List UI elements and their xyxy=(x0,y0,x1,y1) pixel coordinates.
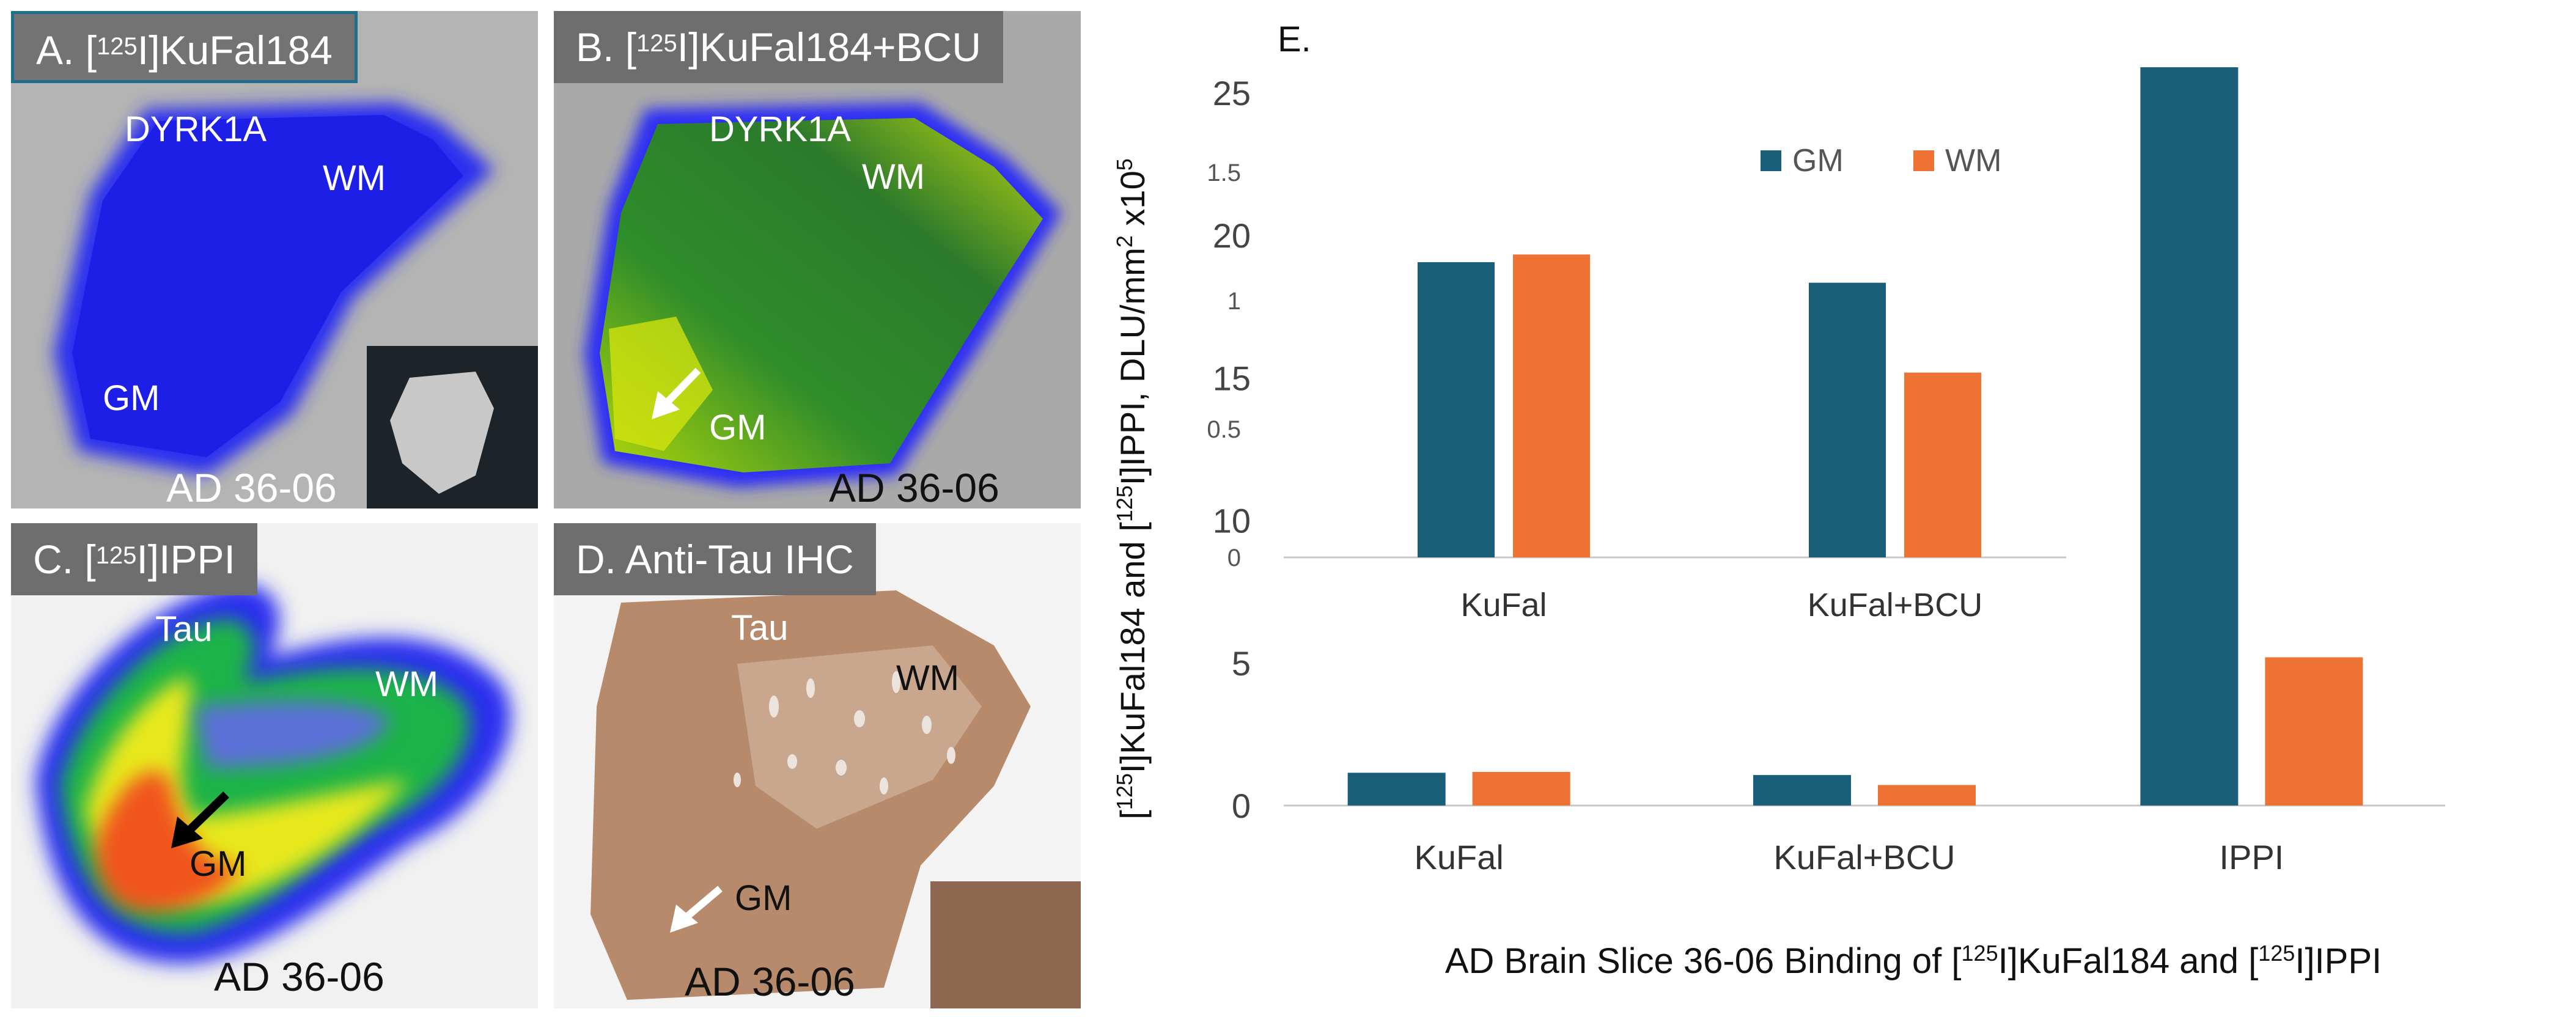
bar-wm-kufal xyxy=(1472,771,1570,806)
bar-gm-kufal-bcu xyxy=(1753,775,1851,806)
inset-x-tick-label: KuFal+BCU xyxy=(1808,587,1983,623)
y-tick-label: 10 xyxy=(1213,502,1251,540)
y-tick-label: 20 xyxy=(1213,216,1251,255)
panel-b-wm-label: WM xyxy=(862,157,926,197)
legend-swatch-wm xyxy=(1913,150,1934,171)
panel-c-sample-label: AD 36-06 xyxy=(214,954,385,999)
panel-c-gm-hotspot xyxy=(96,771,243,912)
inset-y-tick-label: 0.5 xyxy=(1207,416,1241,443)
panel-b-tissue-signal xyxy=(600,118,1043,472)
panel-a-tissue-core xyxy=(72,115,463,457)
panel-b-label: B. [125I]KuFal184+BCU xyxy=(554,11,1003,83)
inset-bar-wm-kufal-bcu xyxy=(1904,372,1981,557)
panel-a-inset-tissue xyxy=(390,372,494,494)
bar-wm-kufal-bcu xyxy=(1878,785,1976,806)
panel-b-autoradiograph: B. [125I]KuFal184+BCU DYRK1A WM GM AD 36… xyxy=(554,11,1081,508)
panel-d-wm-region xyxy=(737,645,982,829)
panel-c-image xyxy=(35,584,512,964)
y-tick-label: 25 xyxy=(1213,74,1251,112)
x-tick-label: KuFal xyxy=(1415,838,1504,876)
y-tick-label: 5 xyxy=(1232,644,1251,683)
panel-b-dyrk-label: DYRK1A xyxy=(709,109,852,149)
panel-c-autoradiograph: C. [125I]IPPI Tau WM GM AD 36-06 xyxy=(11,523,538,1008)
panel-a-label: A. [125I]KuFal184 xyxy=(11,11,358,83)
x-tick-label: IPPI xyxy=(2219,838,2284,876)
inset-bar-wm-kufal xyxy=(1513,254,1590,557)
panel-b-arrow-head xyxy=(652,391,680,419)
legend-label-gm: GM xyxy=(1792,143,1844,178)
panel-a-autoradiograph: A. [125I]KuFal184 DYRK1A WM GM AD 36-06 xyxy=(11,11,538,508)
panel-b-gm-hotspot xyxy=(609,317,713,451)
inset-x-tick-label: KuFal xyxy=(1460,587,1547,623)
panel-c-gm-label: GM xyxy=(190,844,247,884)
y-axis-title: [125I]KuFal184 and [125I]IPPI, DLU/mm2 x… xyxy=(1112,158,1152,820)
panel-c-arrow-shaft xyxy=(182,791,229,839)
inset-y-tick-label: 0 xyxy=(1227,545,1241,571)
bar-gm-ippi xyxy=(2140,67,2239,806)
inset-y-tick-label: 1 xyxy=(1227,288,1241,315)
inset-bar-gm-kufal-bcu xyxy=(1809,282,1886,557)
panel-c-tau-label: Tau xyxy=(155,609,213,649)
panel-a-gm-label: GM xyxy=(103,378,160,418)
bar-wm-ippi xyxy=(2265,657,2363,806)
panel-d-ihc: D. Anti-Tau IHC Tau WM GM AD 36-06 xyxy=(554,523,1081,1008)
panel-a-sample-label: AD 36-06 xyxy=(166,465,337,508)
bar-gm-kufal xyxy=(1347,773,1446,806)
x-axis-title: AD Brain Slice 36-06 Binding of [125I]Ku… xyxy=(1445,941,2382,982)
panel-a-image xyxy=(54,103,538,508)
y-tick-label: 0 xyxy=(1232,787,1251,825)
panel-b-image xyxy=(584,103,1061,488)
panel-c-wm-label: WM xyxy=(375,664,439,704)
panel-c-arrow-head xyxy=(171,817,203,848)
panel-d-gm-label: GM xyxy=(735,878,792,918)
panel-d-label: D. Anti-Tau IHC xyxy=(554,523,876,595)
inset-y-tick-label: 1.5 xyxy=(1207,160,1241,186)
inset-bar-gm-kufal xyxy=(1418,262,1495,557)
panel-d-wm-specks xyxy=(734,671,955,795)
panel-d-inset-photo xyxy=(930,881,1081,1008)
panel-b-sample-label: AD 36-06 xyxy=(829,465,999,508)
legend-swatch-gm xyxy=(1761,150,1781,171)
panel-d-wm-label: WM xyxy=(896,658,960,698)
panel-e-label: E. xyxy=(1278,20,1311,59)
y-tick-label: 15 xyxy=(1213,359,1251,397)
panel-d-image xyxy=(591,590,1081,1008)
panel-a-dyrk-label: DYRK1A xyxy=(125,109,267,149)
x-tick-label: KuFal+BCU xyxy=(1773,838,1955,876)
panel-c-wm-region xyxy=(194,701,390,768)
panel-d-arrow-head xyxy=(670,905,698,933)
panel-a-wm-label: WM xyxy=(323,158,386,198)
panel-d-tau-label: Tau xyxy=(731,608,789,648)
panel-b-gm-label: GM xyxy=(709,408,767,447)
panel-c-label: C. [125I]IPPI xyxy=(11,523,257,595)
panel-d-sample-label: AD 36-06 xyxy=(685,959,855,1004)
legend-label-wm: WM xyxy=(1945,143,2001,178)
